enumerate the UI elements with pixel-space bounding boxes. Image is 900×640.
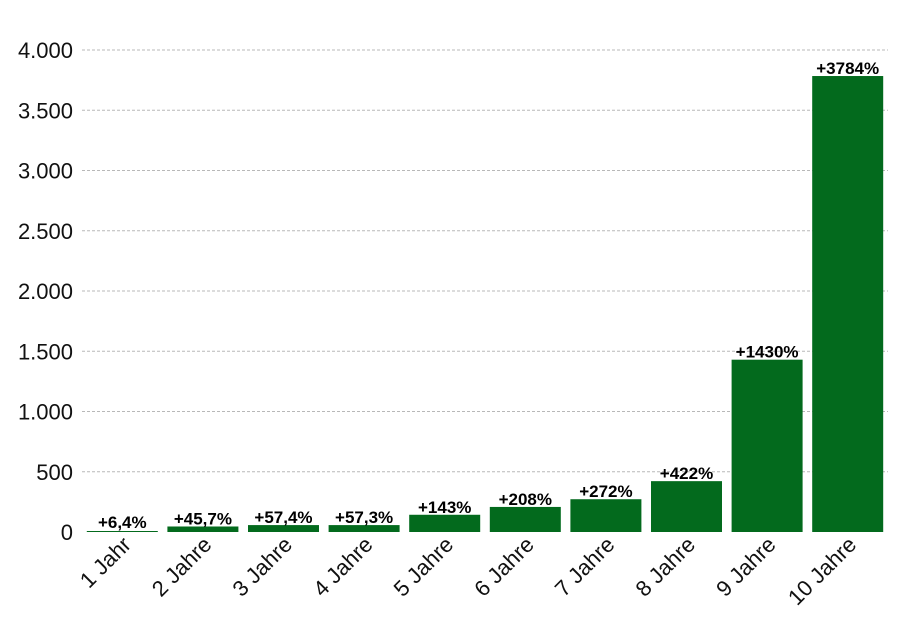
x-tick-label: 8 Jahre [630, 532, 700, 602]
data-label: +272% [579, 482, 632, 501]
x-tick-label: 1 Jahr [75, 532, 136, 593]
bar [731, 359, 803, 532]
x-tick-label: 9 Jahre [711, 532, 781, 602]
bar [409, 514, 481, 532]
data-label: +422% [660, 464, 713, 483]
y-tick-label: 3.500 [18, 98, 73, 123]
x-tick-label: 10 Jahre [783, 532, 861, 610]
y-tick-label: 1.000 [18, 400, 73, 425]
x-tick-label: 7 Jahre [550, 532, 620, 602]
data-label: +1430% [736, 343, 799, 362]
bar [651, 481, 722, 532]
bars [86, 76, 884, 532]
bar [570, 499, 642, 532]
bar [167, 526, 239, 532]
x-tick-label: 6 Jahre [469, 532, 539, 602]
x-tick-label: 2 Jahre [147, 532, 217, 602]
bar [328, 525, 400, 532]
data-labels: +6,4% +45,7% +57,4% +57,3% +143% +208% +272% +4… [98, 59, 879, 532]
x-tick-label: 3 Jahre [227, 532, 297, 602]
y-tick-label: 1.500 [18, 339, 73, 364]
data-label: +45,7% [174, 509, 232, 528]
y-tick-label: 2.500 [18, 219, 73, 244]
y-axis-ticks: 0 500 1.000 1.500 2.000 2.500 3.000 3.500 4.000 [18, 38, 73, 545]
data-label: +3784% [816, 59, 879, 78]
data-label: +143% [418, 498, 471, 517]
bar [86, 531, 158, 532]
bar [248, 525, 319, 532]
bar [489, 506, 561, 532]
x-tick-label: 4 Jahre [308, 532, 378, 602]
x-tick-label: 5 Jahre [389, 532, 459, 602]
data-label: +208% [499, 490, 552, 509]
y-tick-label: 3.000 [18, 159, 73, 184]
y-tick-label: 0 [61, 520, 73, 545]
data-label: +57,4% [254, 508, 312, 527]
x-axis-ticks: 1 Jahr 2 Jahre 3 Jahre 4 Jahre 5 Jahre 6 Jahr… [75, 532, 861, 610]
data-label: +57,3% [335, 508, 393, 527]
y-tick-label: 4.000 [18, 38, 73, 63]
y-tick-label: 2.000 [18, 279, 73, 304]
y-tick-label: 500 [36, 460, 73, 485]
data-label: +6,4% [98, 513, 147, 532]
bar [812, 76, 884, 532]
